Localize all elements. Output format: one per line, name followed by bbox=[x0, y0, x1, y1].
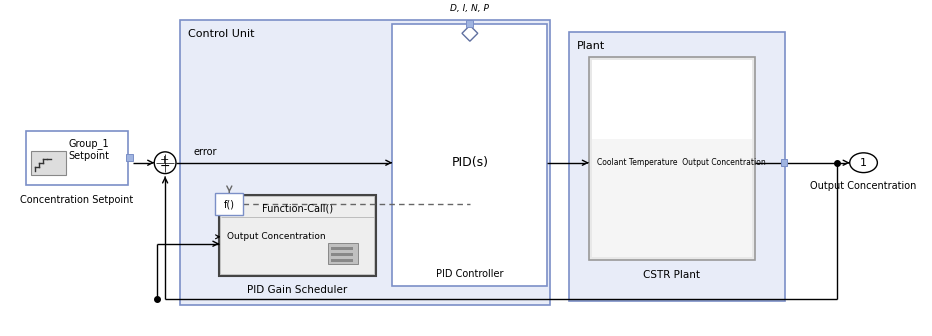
Text: Function-Call(): Function-Call() bbox=[262, 203, 333, 213]
Bar bbox=[215, 193, 243, 215]
Text: +: + bbox=[159, 155, 169, 165]
Polygon shape bbox=[462, 26, 478, 41]
Text: f(): f() bbox=[224, 199, 235, 209]
Bar bbox=[126, 154, 132, 161]
Text: −: − bbox=[160, 160, 171, 173]
Bar bbox=[392, 25, 547, 286]
Text: PID Controller: PID Controller bbox=[436, 269, 503, 279]
Bar bbox=[592, 60, 752, 139]
Bar bbox=[589, 57, 755, 259]
Text: Group_1: Group_1 bbox=[68, 138, 109, 150]
Text: Coolant Temperature  Output Concentration: Coolant Temperature Output Concentration bbox=[596, 158, 765, 167]
Bar bbox=[781, 159, 788, 166]
Bar bbox=[592, 60, 752, 257]
Text: Output Concentration: Output Concentration bbox=[227, 232, 326, 241]
Bar bbox=[26, 131, 128, 185]
Text: 1: 1 bbox=[860, 158, 867, 168]
Bar bbox=[222, 197, 374, 275]
Text: D, I, N, P: D, I, N, P bbox=[450, 4, 489, 12]
Bar bbox=[31, 151, 66, 175]
Ellipse shape bbox=[850, 153, 877, 173]
Bar bbox=[331, 247, 353, 250]
Bar bbox=[466, 20, 473, 28]
Text: Control Unit: Control Unit bbox=[188, 29, 254, 39]
Text: PID(s): PID(s) bbox=[451, 156, 488, 169]
Circle shape bbox=[155, 152, 176, 174]
Text: Output Concentration: Output Concentration bbox=[810, 180, 917, 191]
Text: PID Gain Scheduler: PID Gain Scheduler bbox=[247, 285, 348, 295]
Text: Concentration Setpoint: Concentration Setpoint bbox=[21, 195, 133, 205]
Bar bbox=[331, 258, 353, 261]
Text: Plant: Plant bbox=[577, 41, 605, 51]
Bar bbox=[569, 32, 785, 301]
Bar bbox=[328, 243, 358, 264]
Bar bbox=[331, 253, 353, 256]
Text: error: error bbox=[194, 147, 217, 157]
Bar bbox=[180, 20, 551, 305]
Text: CSTR Plant: CSTR Plant bbox=[643, 270, 700, 281]
Text: Setpoint: Setpoint bbox=[68, 151, 109, 161]
Bar bbox=[219, 195, 376, 276]
